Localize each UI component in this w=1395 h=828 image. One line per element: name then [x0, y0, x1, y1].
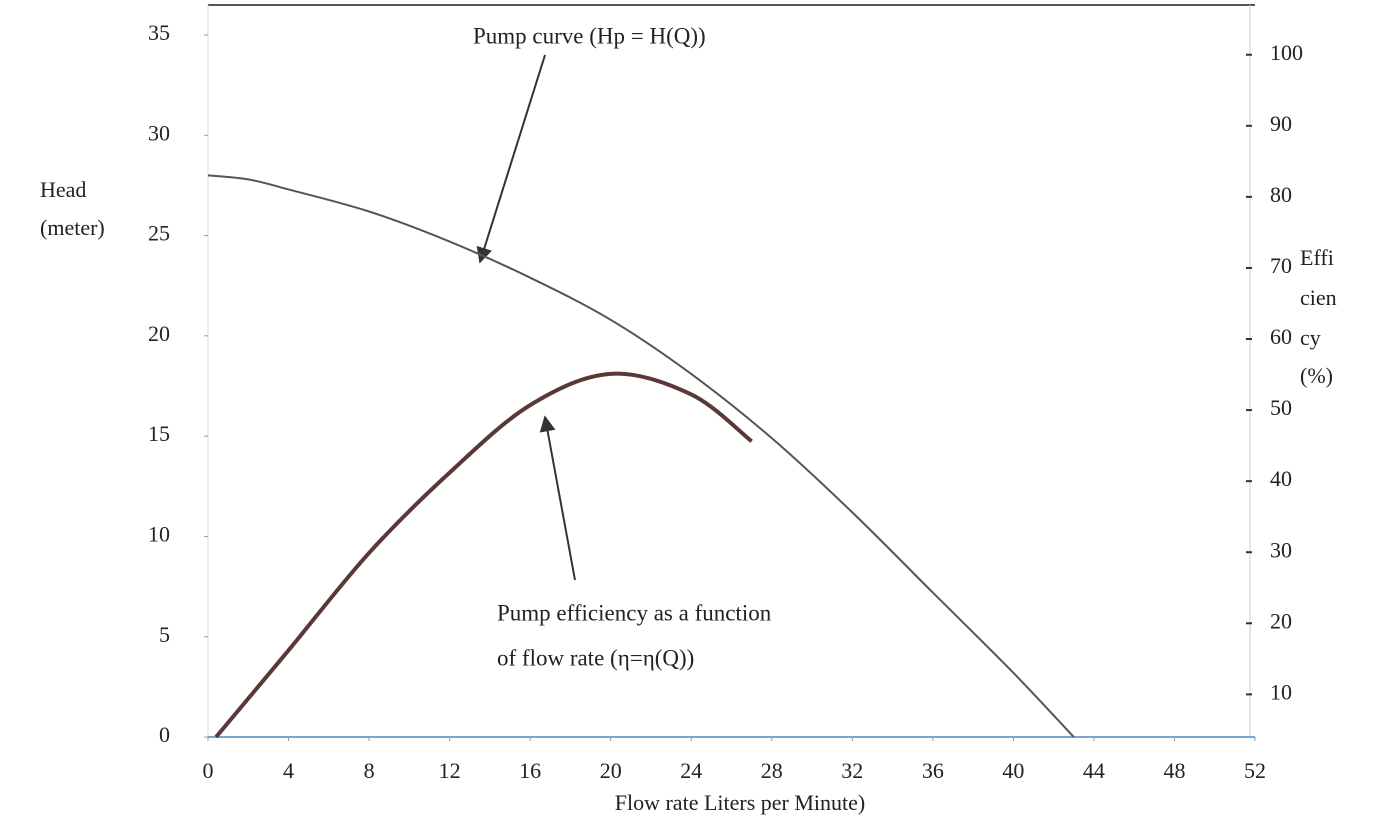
y2-tick-label: 80 [1270, 182, 1292, 207]
y-tick-label: 20 [148, 321, 170, 346]
y-tick-label: 0 [159, 722, 170, 747]
y2-tick-label: 50 [1270, 395, 1292, 420]
annotation: Pump curve (Hp = H(Q)) [473, 23, 706, 48]
x-tick-label: 48 [1163, 758, 1185, 783]
x-tick-label: 36 [922, 758, 944, 783]
y-tick-label: 30 [148, 120, 170, 145]
y2-tick-label: 90 [1270, 111, 1292, 136]
x-tick-label: 12 [439, 758, 461, 783]
y-tick-label: 25 [148, 221, 170, 246]
series-line [214, 371, 753, 739]
y2-tick-label: 30 [1270, 537, 1292, 562]
annotation: of flow rate (η=η(Q)) [497, 645, 694, 670]
annotation: Pump efficiency as a function [497, 600, 772, 625]
x-tick-label: 0 [203, 758, 214, 783]
x-axis-label: Flow rate Liters per Minute) [615, 790, 866, 815]
y-tick-label: 5 [159, 622, 170, 647]
y2-axis-label: cy [1300, 325, 1321, 350]
y-axis-label: Head [40, 177, 86, 202]
y2-tick-label: 40 [1270, 466, 1292, 491]
y2-axis-label: cien [1300, 285, 1337, 310]
annotation-arrow [476, 54, 546, 264]
y2-tick-label: 70 [1270, 253, 1292, 278]
series-line [207, 174, 1075, 738]
y-tick-label: 35 [148, 20, 170, 45]
annotation-arrow [539, 415, 576, 581]
x-tick-label: 24 [680, 758, 702, 783]
y2-axis-label: Effi [1300, 245, 1334, 270]
y2-tick-label: 60 [1270, 324, 1292, 349]
y2-tick-label: 10 [1270, 679, 1292, 704]
x-tick-label: 28 [761, 758, 783, 783]
y2-axis-label: (%) [1300, 363, 1333, 388]
x-tick-label: 8 [364, 758, 375, 783]
x-tick-label: 44 [1083, 758, 1105, 783]
y2-tick-label: 20 [1270, 608, 1292, 633]
x-tick-label: 52 [1244, 758, 1266, 783]
x-tick-label: 40 [1002, 758, 1024, 783]
y-tick-label: 15 [148, 421, 170, 446]
y2-tick-label: 100 [1270, 40, 1303, 65]
y-axis-label: (meter) [40, 215, 105, 240]
x-tick-label: 32 [841, 758, 863, 783]
x-tick-label: 4 [283, 758, 294, 783]
x-tick-label: 20 [600, 758, 622, 783]
x-tick-label: 16 [519, 758, 541, 783]
y-tick-label: 10 [148, 521, 170, 546]
